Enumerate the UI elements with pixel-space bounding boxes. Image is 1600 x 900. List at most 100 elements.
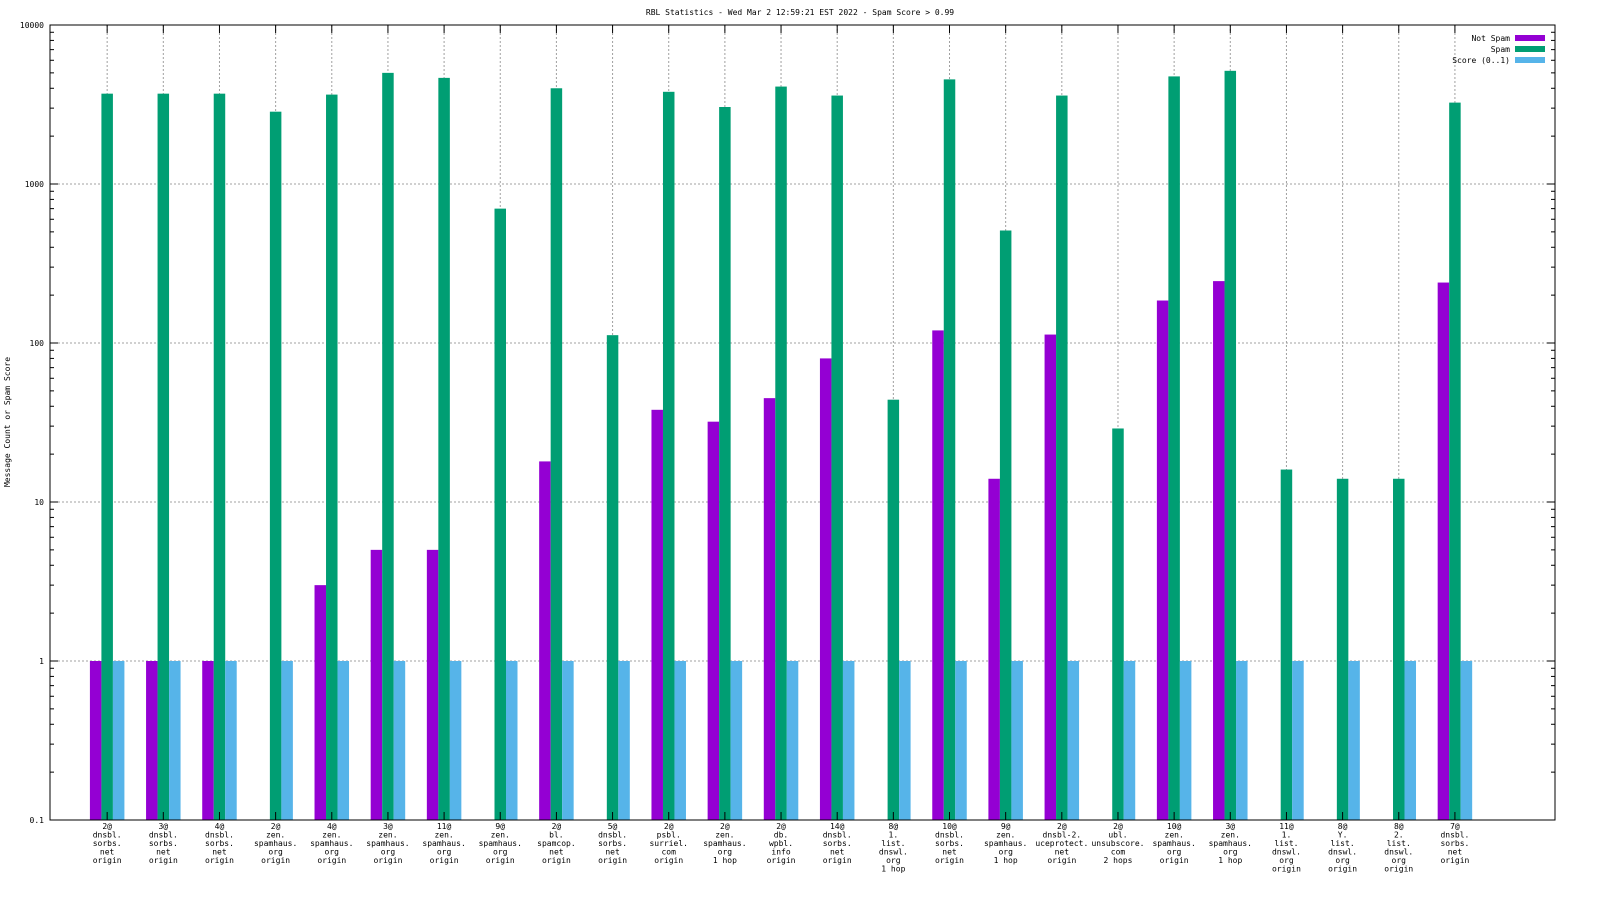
bar-not-spam: [539, 461, 551, 820]
x-tick-label: 9@ zen. spamhaus. org 1 hop: [984, 822, 1027, 865]
x-tick-label-line: zen.: [266, 831, 285, 840]
x-tick-label-line: org: [998, 848, 1013, 857]
bar-spam: [157, 93, 170, 820]
x-tick-label-line: org: [1335, 856, 1350, 865]
x-tick-label-line: 2@: [271, 822, 281, 831]
bar-not-spam: [426, 549, 439, 820]
x-tick-label-line: 14@: [830, 822, 845, 831]
x-tick-label-line: zen.: [1221, 831, 1240, 840]
x-tick-label-line: db.: [774, 831, 788, 840]
x-tick-label: 11@ 1. list. dnswl. org origin: [1272, 822, 1301, 874]
x-tick-label-line: dnsbl.: [205, 831, 234, 840]
bar-spam: [662, 91, 675, 820]
bar-not-spam: [202, 661, 214, 820]
bar-not-spam: [819, 358, 832, 820]
y-axis-ticks: 0.1 1 10 100 1000 10000: [20, 21, 1555, 825]
bar-score-0-1: [393, 661, 406, 820]
x-tick-label-line: 2@: [102, 822, 112, 831]
bar-spam: [775, 86, 787, 820]
bar-spam: [550, 88, 563, 820]
x-tick-label: 3@ zen. spamhaus. org origin: [366, 822, 409, 865]
bar-not-spam: [314, 585, 327, 820]
x-tick-label-line: 2@: [1057, 822, 1067, 831]
x-tick-label-line: net: [605, 848, 620, 857]
x-tick-label-line: list.: [1387, 839, 1411, 848]
x-tick-label-line: origin: [1328, 865, 1357, 874]
bar-marks: [89, 70, 1473, 821]
bar-spam: [494, 208, 506, 820]
x-tick-label-line: origin: [935, 856, 964, 865]
bar-spam: [1224, 70, 1237, 820]
x-tick-label-line: spamcop.: [537, 839, 576, 848]
x-tick-label: 2@ dnsbl-2. uceprotect. net origin: [1035, 822, 1088, 865]
x-tick-label-line: org: [325, 848, 340, 857]
x-tick-label: 10@ zen. spamhaus. org origin: [1152, 822, 1195, 865]
x-tick-label: 2@ bl. spamcop. net origin: [537, 822, 576, 865]
bar-not-spam: [1437, 282, 1450, 820]
x-tick-label-line: zen.: [1165, 831, 1184, 840]
x-tick-label: 8@ Y. list. dnswl. org origin: [1328, 822, 1357, 874]
x-tick-label-line: spamhaus.: [254, 839, 297, 848]
x-tick-label-line: list.: [1274, 839, 1298, 848]
x-tick-label-line: origin: [542, 856, 571, 865]
x-tick-label-line: dnsbl.: [598, 831, 627, 840]
x-tick-label-line: 2@: [552, 822, 562, 831]
x-tick-label-line: 10@: [1167, 822, 1182, 831]
x-tick-label: 3@ zen. spamhaus. org 1 hop: [1209, 822, 1252, 865]
legend-swatch: [1515, 46, 1545, 52]
bar-score-0-1: [281, 661, 293, 820]
x-tick-label-line: 10@: [942, 822, 957, 831]
x-tick-label-line: org: [493, 848, 508, 857]
legend-label: Not Spam: [1471, 34, 1510, 43]
x-tick-label-line: origin: [93, 856, 122, 865]
x-tick-label-line: zen.: [434, 831, 453, 840]
x-tick-label-line: 2 hops: [1104, 856, 1133, 865]
x-tick-label-line: zen.: [322, 831, 341, 840]
bar-spam: [1280, 469, 1293, 820]
bar-score-0-1: [1011, 661, 1023, 820]
bar-not-spam: [1156, 300, 1169, 820]
legend: Not Spam Spam Score (0..1): [1452, 34, 1545, 65]
x-tick-label-line: com: [1111, 848, 1126, 857]
x-tick-label-line: origin: [767, 856, 796, 865]
legend-swatch: [1515, 57, 1545, 63]
y-tick-label: 1: [39, 657, 44, 666]
x-tick-label-line: wpbl.: [769, 839, 793, 848]
x-tick-label-line: origin: [1272, 865, 1301, 874]
y-tick-label: 10: [34, 498, 44, 507]
x-tick-label-line: dnswl.: [879, 848, 908, 857]
bar-score-0-1: [1292, 661, 1304, 820]
bar-spam: [1168, 76, 1180, 820]
x-tick-label-line: org: [1279, 856, 1294, 865]
x-tick-label: 4@ dnsbl. sorbs. net origin: [205, 822, 234, 865]
bar-score-0-1: [225, 661, 237, 820]
x-tick-label: 8@ 1. list. dnswl. org 1 hop: [879, 822, 908, 874]
chart-title: RBL Statistics - Wed Mar 2 12:59:21 EST …: [646, 8, 954, 17]
x-tick-label-line: net: [549, 848, 564, 857]
x-tick-label-line: net: [830, 848, 845, 857]
x-tick-label-line: spamhaus.: [1152, 839, 1195, 848]
x-tick-label-line: spamhaus.: [479, 839, 522, 848]
x-tick-label-line: 5@: [608, 822, 618, 831]
x-tick-label: 2@ zen. spamhaus. org 1 hop: [703, 822, 746, 865]
x-tick-label-line: origin: [1160, 856, 1189, 865]
x-tick-label-line: spamhaus.: [310, 839, 353, 848]
x-tick-label-line: dnswl.: [1272, 848, 1301, 857]
x-tick-label-line: sorbs.: [935, 839, 964, 848]
bar-spam: [943, 79, 956, 820]
plot-border: [49, 24, 1556, 821]
bar-not-spam: [146, 661, 158, 820]
x-tick-label-line: 1 hop: [1218, 856, 1242, 865]
x-tick-label: 10@ dnsbl. sorbs. net origin: [935, 822, 964, 865]
bar-spam: [101, 93, 113, 820]
x-tick-label-line: spamhaus.: [703, 839, 746, 848]
x-tick-label: 7@ dnsbl. sorbs. net origin: [1440, 822, 1469, 865]
x-tick-label-line: com: [661, 848, 676, 857]
bar-score-0-1: [1404, 661, 1417, 820]
x-tick-label-line: 11@: [1279, 822, 1294, 831]
x-tick-label: 2@ ubl. unsubscore. com 2 hops: [1091, 822, 1144, 865]
x-tick-label: 2@ psbl. surriel. com origin: [649, 822, 688, 865]
x-tick-label-line: zen.: [378, 831, 397, 840]
